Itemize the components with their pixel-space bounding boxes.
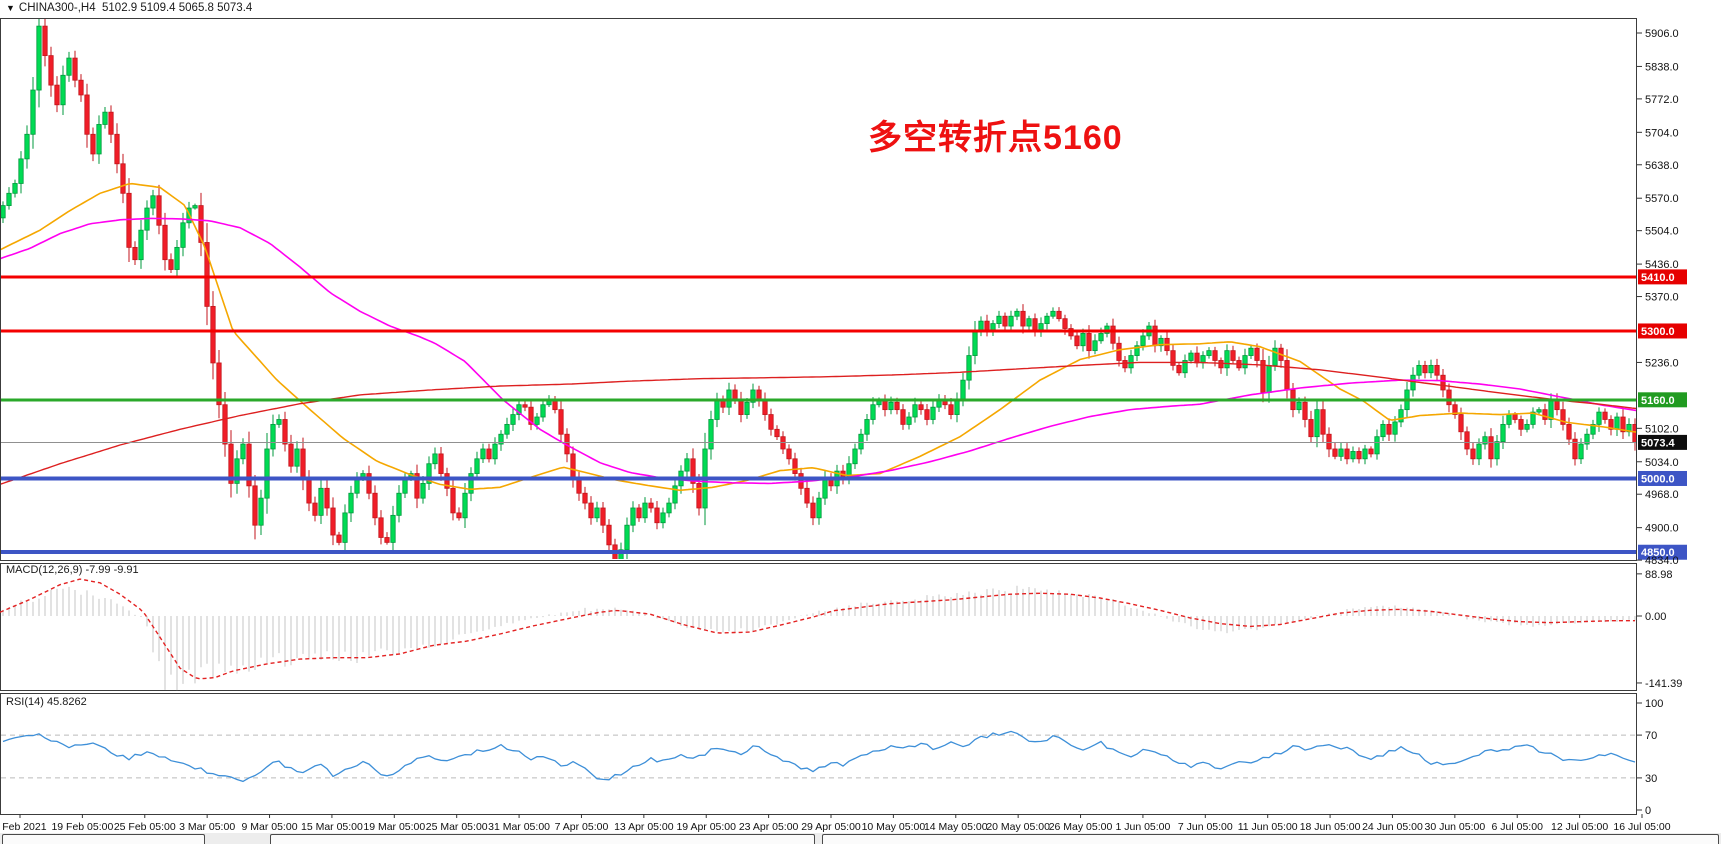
- rsi-axis-label: 70: [1645, 730, 1657, 742]
- current-price-tag-label: 5073.4: [1641, 437, 1676, 449]
- price-axis-label: 5772.0: [1645, 94, 1679, 106]
- price-line-tag-5300[interactable]: 5300.0: [1638, 323, 1687, 339]
- bottom-tab-bar: [0, 833, 1721, 844]
- macd-indicator-label: MACD(12,26,9) -7.99 -9.91: [6, 564, 139, 576]
- chart-annotation-text[interactable]: 多空转折点5160: [868, 119, 1123, 157]
- time-axis-label: 19 Apr 05:00: [676, 821, 736, 833]
- symbol-info: ▼ CHINA300-,H4 5102.9 5109.4 5065.8 5073.…: [6, 2, 252, 14]
- time-axis-label: 14 May 05:00: [924, 821, 988, 833]
- macd-panel[interactable]: [0, 563, 1637, 691]
- symbol-ohlc-values: 5102.9 5109.4 5065.8 5073.4: [102, 2, 253, 14]
- price-axis-label: 5704.0: [1645, 127, 1679, 139]
- macd-signal-line: [0, 578, 1635, 680]
- time-axis-label: 12 Jul 05:00: [1551, 821, 1608, 833]
- price-line-tag-5000[interactable]: 5000.0: [1638, 470, 1687, 486]
- price-axis-label: 4834.0: [1645, 555, 1679, 567]
- time-axis-label: 25 Mar 05:00: [426, 821, 488, 833]
- macd-axis-label: 0.00: [1645, 611, 1666, 623]
- time-axis-label: 6 Jul 05:00: [1492, 821, 1544, 833]
- rsi-indicator-label: RSI(14) 45.8262: [6, 696, 87, 708]
- price-axis-label: 5034.0: [1645, 457, 1679, 469]
- macd-axis-label: 88.98: [1645, 569, 1673, 581]
- price-line-tag-5160-label: 5160.0: [1641, 395, 1675, 407]
- symbol-dropdown-icon[interactable]: ▼: [6, 3, 15, 13]
- time-axis-label: 26 May 05:00: [1049, 821, 1113, 833]
- current-price-tag[interactable]: 5073.4: [1638, 434, 1687, 450]
- symbol-name: CHINA300-,H4: [18, 2, 96, 14]
- macd-axis[interactable]: 88.98 0.00 -141.39: [1637, 569, 1682, 690]
- price-axis-label: 5838.0: [1645, 61, 1679, 73]
- price-axis-label: 5570.0: [1645, 193, 1679, 205]
- time-axis-label: 16 Jul 05:00: [1613, 821, 1670, 833]
- price-axis-label: 5504.0: [1645, 226, 1679, 238]
- rsi-axis-label: 30: [1645, 773, 1657, 785]
- bottom-tab[interactable]: [822, 834, 1719, 844]
- time-axis-label: 19 Mar 05:00: [363, 821, 425, 833]
- price-line-tag-5300-label: 5300.0: [1641, 326, 1675, 338]
- time-axis-label: 3 Mar 05:00: [179, 821, 235, 833]
- price-axis-label: 5102.0: [1645, 423, 1679, 435]
- price-line-tag-4850[interactable]: 4850.0: [1638, 544, 1687, 560]
- price-line-tag-5160[interactable]: 5160.0: [1638, 392, 1687, 408]
- time-axis-label: 19 Feb 05:00: [51, 821, 113, 833]
- time-axis-label: 10 May 05:00: [862, 821, 926, 833]
- time-axis-label: 13 Apr 05:00: [614, 821, 674, 833]
- price-line-tag-5000-label: 5000.0: [1641, 473, 1675, 485]
- time-axis-label: 24 Jun 05:00: [1362, 821, 1423, 833]
- time-axis-label: 25 Feb 05:00: [114, 821, 176, 833]
- time-axis-label: 31 Mar 05:00: [488, 821, 550, 833]
- price-axis-label: 5638.0: [1645, 160, 1679, 172]
- candlestick-series: [1, 19, 1636, 559]
- bottom-tab[interactable]: [270, 834, 815, 844]
- rsi-panel[interactable]: [0, 693, 1637, 815]
- price-line-tag-4850-label: 4850.0: [1641, 547, 1675, 559]
- price-axis-label: 5906.0: [1645, 28, 1679, 40]
- rsi-axis[interactable]: 100 70 30 0: [1637, 698, 1663, 817]
- time-axis-label: 9 Mar 05:00: [242, 821, 298, 833]
- bottom-tab[interactable]: [2, 834, 205, 844]
- price-axis[interactable]: 5906.0 5838.0 5772.0 5704.0 5638.0 5570.0 5504…: [1637, 28, 1679, 567]
- time-axis-label: 20 May 05:00: [986, 821, 1050, 833]
- time-axis-label: 18 Jun 05:00: [1300, 821, 1361, 833]
- rsi-line: [2, 730, 1636, 783]
- time-axis-label: 1 Jun 05:00: [1115, 821, 1170, 833]
- price-axis-label: 4968.0: [1645, 489, 1679, 501]
- time-axis-label: 30 Jun 05:00: [1424, 821, 1485, 833]
- price-axis-label: 4900.0: [1645, 523, 1679, 535]
- price-axis-label: 5236.0: [1645, 357, 1679, 369]
- macd-axis-label: -141.39: [1645, 678, 1682, 690]
- price-axis-label: 5436.0: [1645, 259, 1679, 271]
- price-line-tag-5410[interactable]: 5410.0: [1638, 269, 1687, 285]
- time-axis-label: 23 Apr 05:00: [739, 821, 799, 833]
- price-line-tag-5410-label: 5410.0: [1641, 272, 1675, 284]
- time-axis-label: 11 Jun 05:00: [1238, 821, 1298, 833]
- rsi-axis-label: 0: [1645, 805, 1651, 817]
- main-panel[interactable]: [0, 18, 1637, 561]
- time-axis-label: 7 Jun 05:00: [1178, 821, 1233, 833]
- time-axis-label: 15 Mar 05:00: [301, 821, 363, 833]
- price-axis-label: 5370.0: [1645, 292, 1679, 304]
- ma-mid-magenta: [1, 217, 1636, 485]
- time-axis-label: 8 Feb 2021: [0, 821, 47, 833]
- time-axis-label: 7 Apr 05:00: [555, 821, 609, 833]
- macd-series: [2, 585, 1636, 691]
- time-axis-label: 29 Apr 05:00: [801, 821, 861, 833]
- rsi-axis-label: 100: [1645, 698, 1663, 710]
- ma-slow-red: [1, 361, 1636, 485]
